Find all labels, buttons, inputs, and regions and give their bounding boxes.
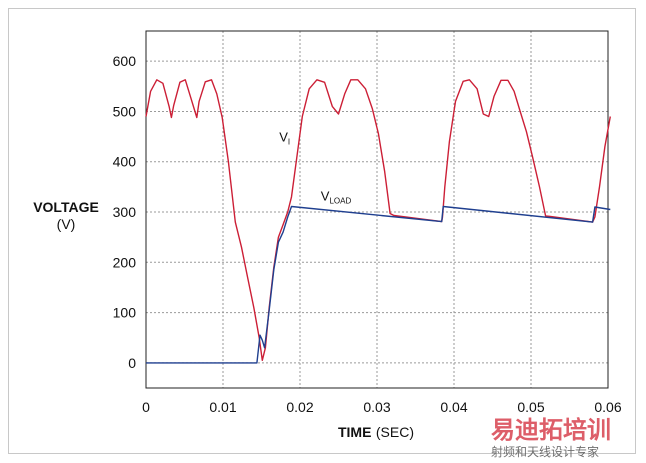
- series-label-vload-main: V: [321, 188, 330, 203]
- y-axis-unit: (V): [57, 216, 76, 232]
- x-tick-label: 0.02: [286, 399, 313, 415]
- x-tick-label: 0.06: [594, 399, 621, 415]
- grid: [146, 31, 608, 388]
- y-tick-label: 0: [128, 355, 136, 371]
- series-label-vload: VLOAD: [321, 188, 352, 205]
- watermark-tagline: 射频和天线设计专家: [491, 444, 599, 459]
- x-axis-title-main: TIME: [338, 424, 371, 440]
- y-tick-label: 300: [113, 204, 137, 220]
- y-axis-title: VOLTAGE: [33, 199, 99, 215]
- x-tick-label: 0.05: [517, 399, 544, 415]
- series-group: [145, 79, 611, 364]
- series-line-vi: [145, 79, 611, 361]
- y-tick-label: 200: [113, 254, 137, 270]
- tick-labels: 0 0.01 0.02 0.03 0.04 0.05 0.06 0 100 200 300 400 50…: [113, 53, 622, 415]
- y-tick-label: 400: [113, 154, 137, 170]
- x-tick-label: 0.03: [363, 399, 390, 415]
- series-label-vload-sub: LOAD: [329, 196, 351, 205]
- x-tick-label: 0: [142, 399, 150, 415]
- y-tick-label: 600: [113, 53, 137, 69]
- watermark-logo-text: 易迪拓培训: [491, 416, 611, 444]
- x-tick-label: 0.01: [209, 399, 236, 415]
- series-label-vi-main: V: [279, 130, 288, 145]
- y-tick-label: 500: [113, 103, 137, 119]
- x-axis-title: TIME (SEC): [338, 424, 414, 441]
- x-tick-label: 0.04: [440, 399, 467, 415]
- y-tick-label: 100: [113, 305, 137, 321]
- series-label-vi: VI: [279, 130, 290, 147]
- series-line-vload: [146, 205, 611, 364]
- series-label-vi-sub: I: [288, 138, 290, 147]
- x-axis-title-unit: (SEC): [376, 424, 414, 440]
